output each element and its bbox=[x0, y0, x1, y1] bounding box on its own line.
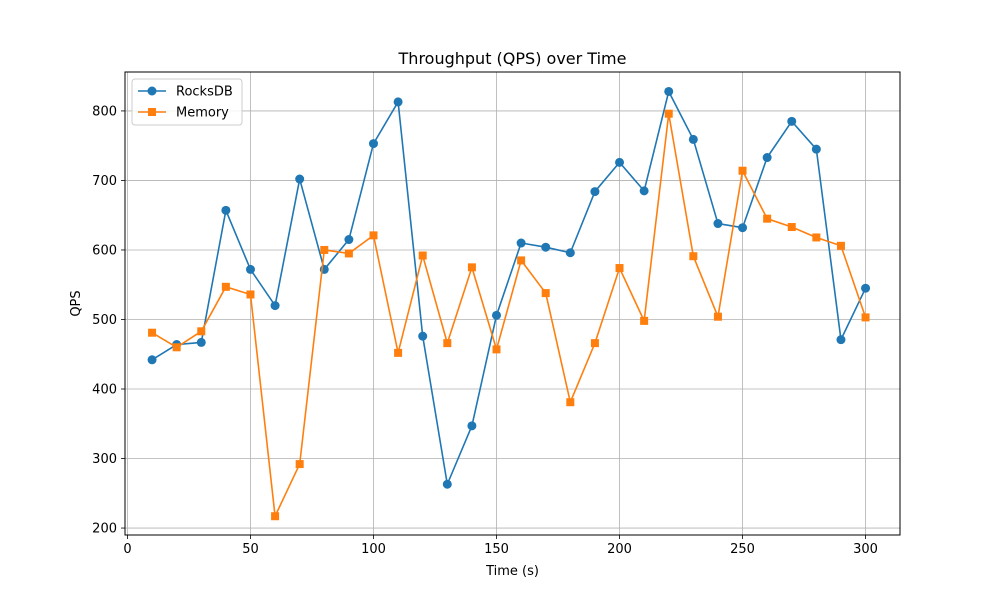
data-point-rocksdb bbox=[541, 242, 551, 252]
data-point-rocksdb bbox=[516, 238, 526, 248]
legend-marker-memory bbox=[148, 108, 156, 116]
data-point-rocksdb bbox=[811, 144, 821, 154]
data-point-rocksdb bbox=[713, 219, 723, 229]
plot-area bbox=[125, 72, 900, 535]
data-point-memory bbox=[590, 339, 599, 348]
y-tick-label: 700 bbox=[92, 174, 117, 189]
data-point-rocksdb bbox=[688, 134, 698, 144]
series-line-rocksdb bbox=[151, 90, 867, 486]
y-tick-label: 600 bbox=[92, 243, 117, 258]
series-line-memory bbox=[151, 112, 867, 518]
x-tick-label: 0 bbox=[123, 542, 131, 557]
data-point-rocksdb bbox=[738, 223, 748, 233]
data-point-memory bbox=[344, 249, 353, 258]
y-tick-label: 300 bbox=[92, 452, 117, 467]
data-point-rocksdb bbox=[368, 139, 378, 149]
data-point-memory bbox=[443, 339, 452, 348]
data-point-rocksdb bbox=[270, 301, 280, 311]
plot-frame bbox=[124, 71, 901, 536]
y-axis-label: QPS bbox=[69, 290, 84, 316]
x-tick-label: 150 bbox=[484, 542, 509, 557]
data-point-rocksdb bbox=[467, 421, 477, 431]
data-point-memory bbox=[467, 263, 476, 272]
data-point-rocksdb bbox=[245, 264, 255, 274]
data-point-memory bbox=[295, 460, 304, 469]
legend: RocksDB Memory bbox=[131, 78, 243, 126]
x-tick-label: 50 bbox=[242, 542, 259, 557]
data-point-rocksdb bbox=[418, 331, 428, 341]
data-point-rocksdb bbox=[295, 174, 305, 184]
data-point-memory bbox=[172, 343, 181, 352]
legend-label-rocksdb: RocksDB bbox=[176, 85, 233, 100]
data-point-rocksdb bbox=[147, 355, 157, 365]
data-point-memory bbox=[148, 328, 157, 337]
data-point-rocksdb bbox=[639, 186, 649, 196]
data-point-memory bbox=[517, 256, 526, 265]
axis-ticks: 0 50 100 150 200 250 300 200 300 400 500 600 700 800 bbox=[92, 104, 878, 557]
data-point-memory bbox=[664, 109, 673, 118]
data-point-rocksdb bbox=[615, 157, 625, 167]
data-point-memory bbox=[861, 313, 870, 322]
data-point-memory bbox=[615, 264, 624, 273]
data-point-rocksdb bbox=[590, 187, 600, 197]
x-tick-label: 200 bbox=[607, 542, 632, 557]
x-tick-label: 250 bbox=[730, 542, 755, 557]
x-tick-label: 100 bbox=[361, 542, 386, 557]
data-point-memory bbox=[541, 289, 550, 298]
data-point-memory bbox=[492, 345, 501, 354]
y-tick-label: 200 bbox=[92, 522, 117, 537]
y-tick-label: 500 bbox=[92, 313, 117, 328]
data-point-rocksdb bbox=[762, 153, 772, 163]
data-point-memory bbox=[221, 282, 230, 291]
data-point-memory bbox=[763, 214, 772, 223]
data-point-memory bbox=[836, 241, 845, 250]
data-point-rocksdb bbox=[861, 283, 871, 293]
data-point-memory bbox=[394, 348, 403, 357]
data-point-rocksdb bbox=[492, 310, 502, 320]
data-point-memory bbox=[689, 252, 698, 261]
data-point-memory bbox=[738, 166, 747, 175]
data-point-memory bbox=[713, 312, 722, 321]
data-point-rocksdb bbox=[196, 337, 206, 347]
chart-title: Throughput (QPS) over Time bbox=[398, 49, 627, 68]
data-point-memory bbox=[246, 290, 255, 299]
legend-label-memory: Memory bbox=[176, 106, 229, 121]
legend-marker-rocksdb bbox=[147, 86, 157, 96]
grid-lines bbox=[125, 72, 900, 535]
y-tick-label: 400 bbox=[92, 383, 117, 398]
y-tick-label: 800 bbox=[92, 104, 117, 119]
x-axis-label: Time (s) bbox=[485, 564, 539, 579]
series-layer bbox=[147, 86, 871, 521]
data-point-rocksdb bbox=[344, 235, 354, 245]
data-point-memory bbox=[271, 512, 280, 521]
data-point-rocksdb bbox=[565, 248, 575, 258]
data-point-memory bbox=[418, 251, 427, 260]
x-tick-label: 300 bbox=[853, 542, 878, 557]
data-point-memory bbox=[787, 223, 796, 232]
data-point-memory bbox=[640, 316, 649, 325]
data-point-memory bbox=[812, 233, 821, 242]
data-point-rocksdb bbox=[787, 116, 797, 126]
data-point-rocksdb bbox=[393, 97, 403, 107]
data-point-rocksdb bbox=[664, 86, 674, 96]
data-point-memory bbox=[566, 398, 575, 407]
data-point-memory bbox=[197, 327, 206, 336]
data-point-memory bbox=[369, 231, 378, 240]
data-point-rocksdb bbox=[836, 335, 846, 345]
data-point-rocksdb bbox=[442, 479, 452, 489]
data-point-memory bbox=[320, 245, 329, 254]
data-point-rocksdb bbox=[221, 205, 231, 215]
